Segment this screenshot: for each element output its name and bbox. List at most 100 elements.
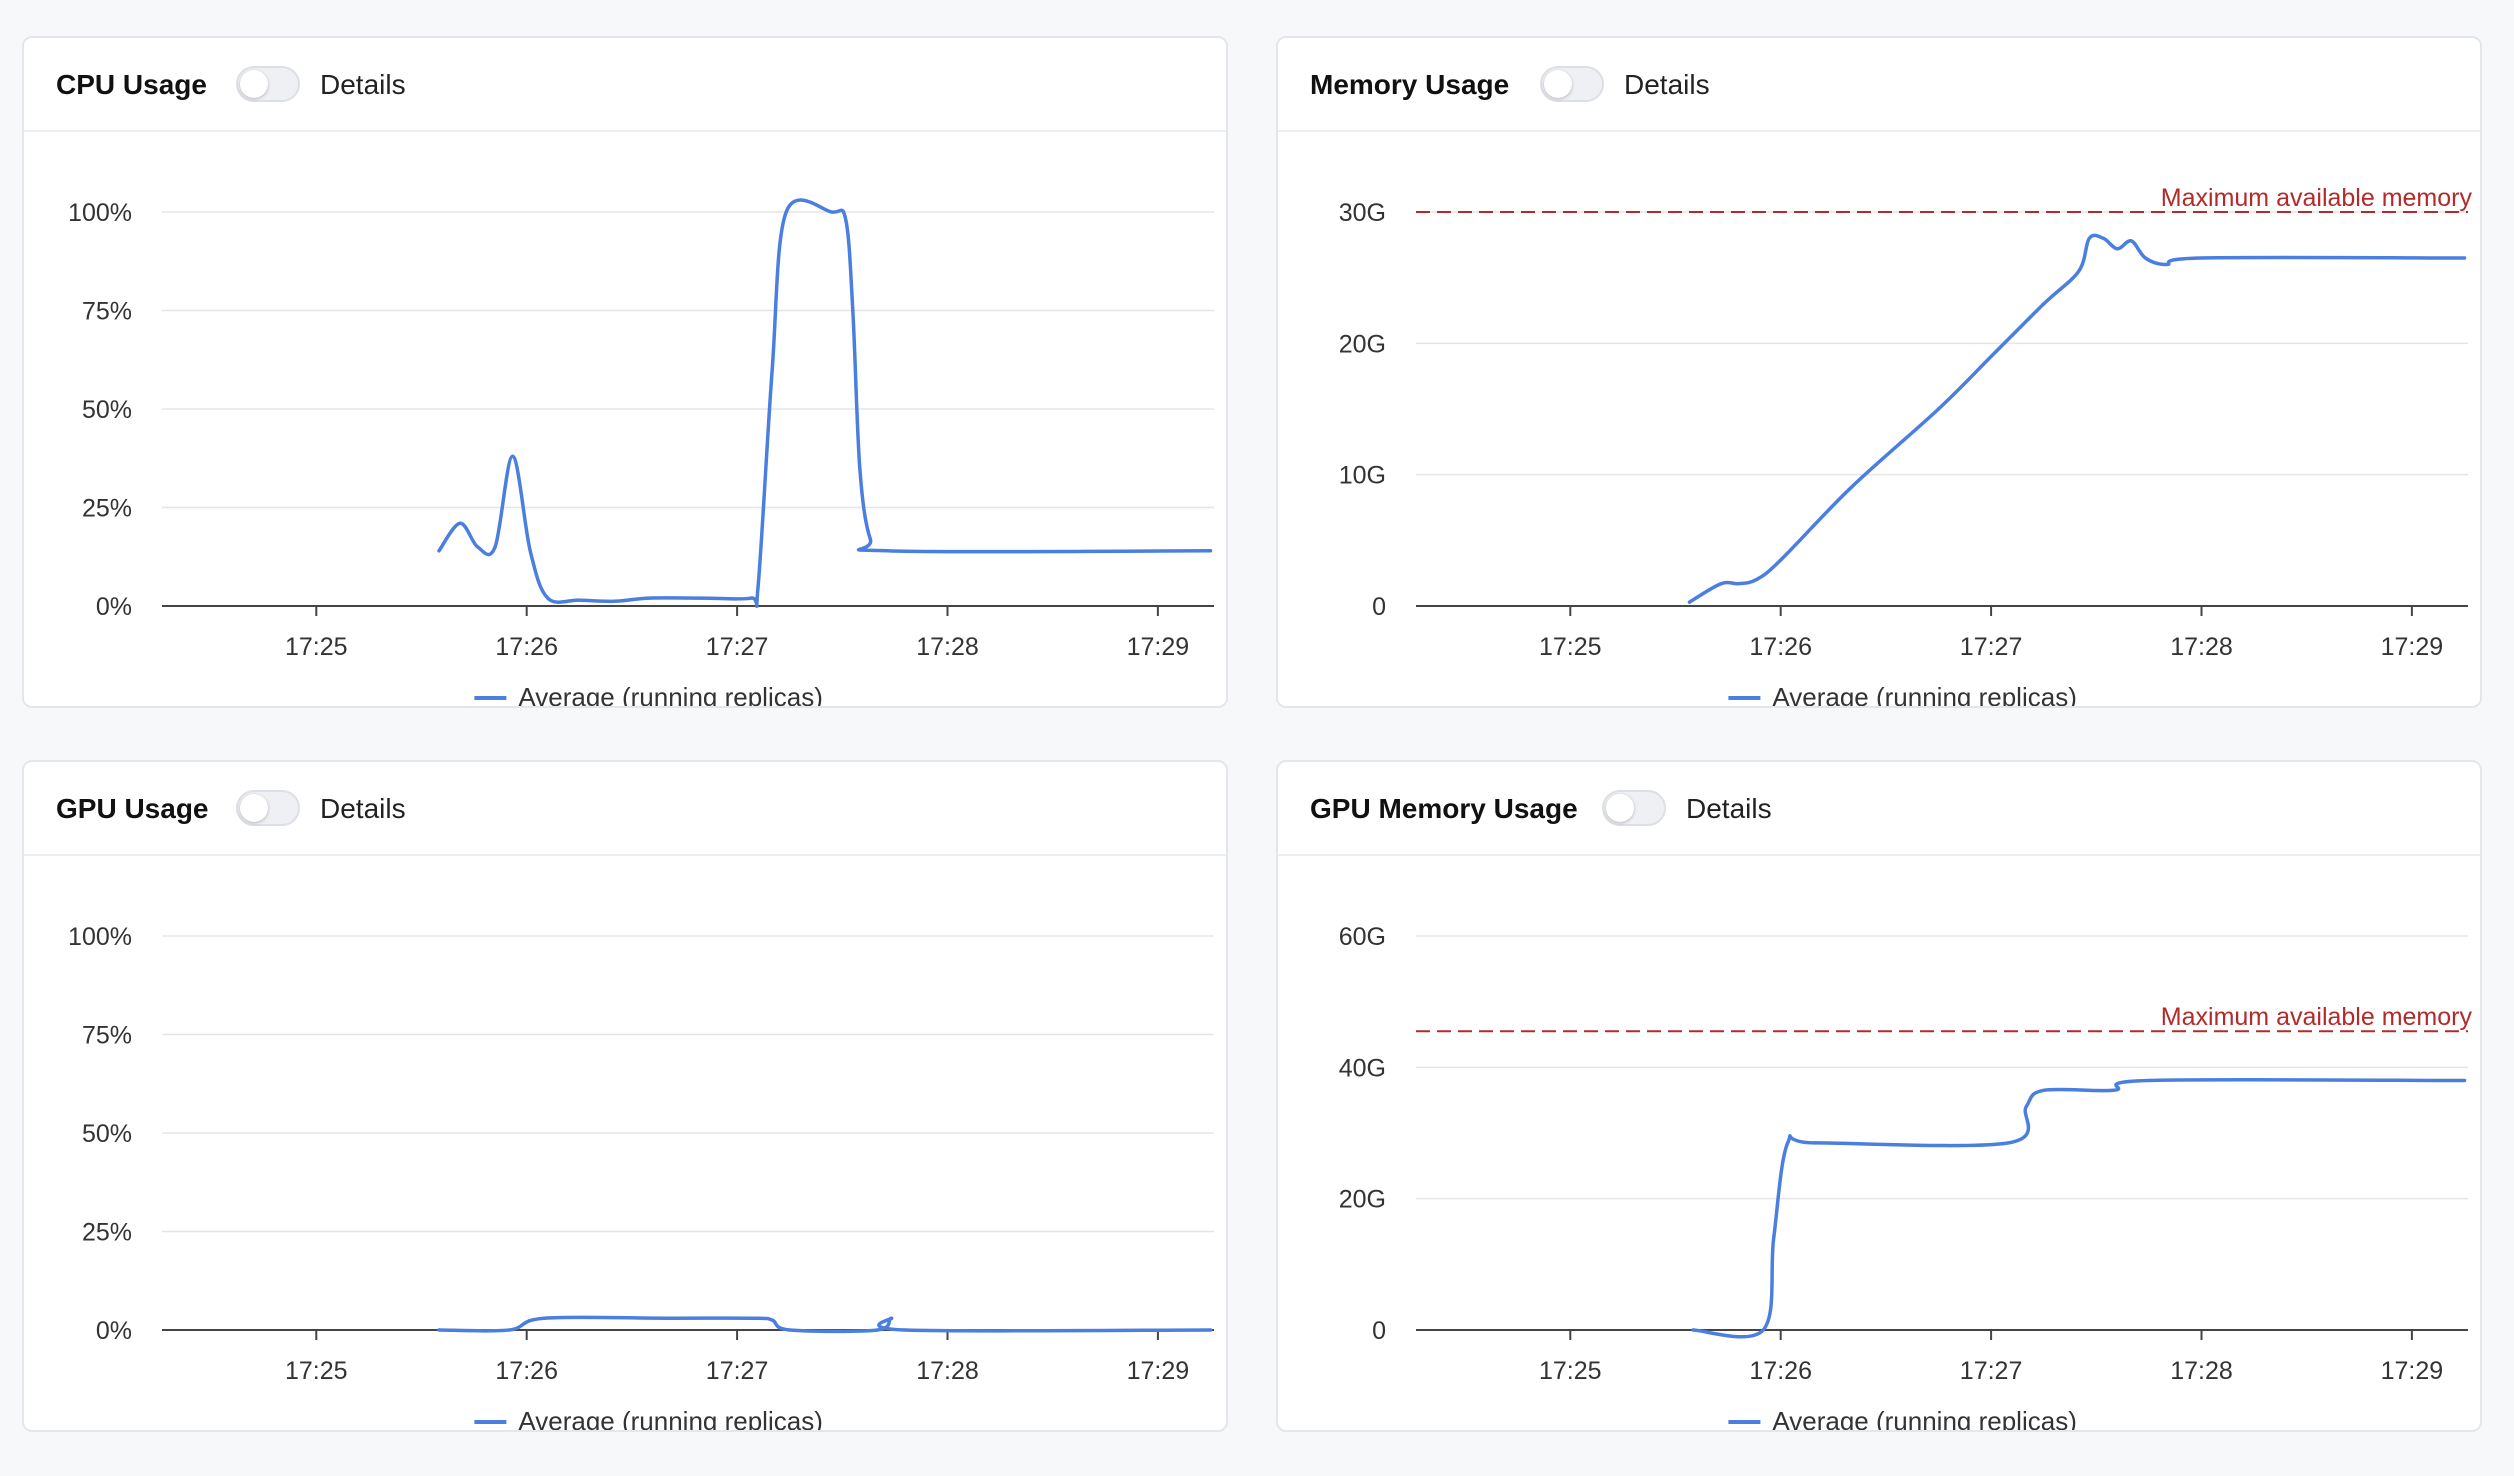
data-point [770,1318,774,1322]
data-point [1691,1328,1695,1332]
data-point [868,537,872,541]
data-point [858,466,862,470]
data-point [437,549,441,553]
x-tick-label: 17:26 [1749,1357,1812,1385]
panel-header: CPU Usage Details [24,38,1226,132]
y-tick-label: 60G [1339,923,1386,951]
max-memory-label: Maximum available memory [2161,184,2473,212]
data-point [437,1328,441,1332]
y-tick-label: 50% [82,1120,132,1148]
x-tick-label: 17:27 [706,1357,769,1385]
series-line [1687,233,2467,604]
panel-title: GPU Memory Usage [1310,793,1578,824]
legend-label: Average (running replicas) [1772,682,2076,706]
x-tick-label: 17:27 [706,633,769,661]
y-tick-label: 25% [82,1219,132,1247]
data-point [2164,262,2168,267]
data-point [1761,1328,1765,1332]
x-tick-label: 17:26 [1749,633,1812,661]
memory-usage-panel: Memory Usage Details 0 10G 20G 30G 17:25 17:2… [1276,36,2482,708]
data-point [1936,407,1941,411]
x-tick-label: 17:25 [285,1357,348,1385]
x-tick-label: 17:28 [916,633,979,661]
x-tick-label: 17:25 [1539,633,1602,661]
data-point [476,545,480,549]
x-tick-label: 17:26 [495,633,558,661]
data-point [2129,239,2133,243]
toggle-knob [240,794,268,822]
data-point [2101,236,2105,240]
data-point [749,596,753,600]
data-point [507,1328,511,1332]
data-point [1737,582,1741,586]
details-toggle[interactable] [1602,790,1666,826]
x-tick-label: 17:29 [1127,633,1190,661]
data-point [2462,256,2467,260]
data-point [511,454,515,458]
data-point [2042,1088,2046,1092]
data-point [1208,1328,1213,1332]
x-tick-label: 17:26 [495,1357,558,1385]
y-tick-label: 20G [1339,1186,1386,1214]
data-point [542,1316,546,1320]
data-point [2042,302,2046,306]
panel-title: CPU Usage [56,69,207,100]
y-tick-label: 0 [1372,593,1386,621]
x-tick-label: 17:29 [2381,1357,2444,1385]
y-tick-label: 75% [82,1022,132,1050]
data-point [844,218,848,222]
data-point [1772,1236,1776,1240]
memory-usage-chart: 0 10G 20G 30G 17:25 17:26 17:27 17:28 17:29 Maxim… [1339,184,2473,706]
data-point [2007,1141,2011,1145]
data-point [830,210,834,214]
data-point [886,549,890,553]
y-tick-label: 20G [1339,330,1386,358]
y-tick-label: 25% [82,495,132,523]
y-tick-label: 75% [82,298,132,326]
x-tick-label: 17:25 [1539,1357,1602,1385]
details-toggle[interactable] [1540,66,1604,102]
x-tick-label: 17:28 [2170,633,2233,661]
gpu-memory-usage-chart: 0 20G 40G 60G 17:25 17:26 17:27 17:28 17:29 Maxim… [1339,923,2473,1430]
details-toggle[interactable] [236,790,300,826]
details-toggle-label: Details [1624,69,1710,100]
y-tick-label: 10G [1339,462,1386,490]
data-point [2077,269,2081,273]
details-toggle[interactable] [236,66,300,102]
toggle-knob [1544,70,1572,98]
x-tick-label: 17:29 [1127,1357,1190,1385]
data-point [1754,578,1758,582]
toggle-knob [240,70,268,98]
y-tick-label: 30G [1339,199,1386,227]
data-point [665,1316,669,1320]
data-point [903,1328,908,1332]
details-toggle-label: Details [320,69,406,100]
x-tick-label: 17:28 [916,1357,979,1385]
data-point [1989,354,1993,359]
data-point [700,596,704,600]
toggle-knob [1606,794,1634,822]
data-point [2087,236,2091,240]
data-point [1208,549,1213,553]
data-point [1814,1141,1818,1145]
y-tick-label: 0 [1372,1317,1386,1345]
series-line [1691,1077,2467,1339]
cpu-usage-panel: CPU Usage Details 0% 25% 50% 75% 100% 17:25 17… [22,36,1228,708]
panel-header: Memory Usage Details [1278,38,2480,132]
data-point [493,545,497,549]
data-point [753,1316,757,1320]
data-point [875,1328,880,1332]
legend-label: Average (running replicas) [518,682,822,706]
cpu-usage-chart: 0% 25% 50% 75% 100% 17:25 17:26 17:27 17:28 17:29… [68,198,1214,706]
data-point [577,598,581,602]
data-point [1779,558,1783,562]
max-memory-label: Maximum available memory [2161,1003,2473,1031]
x-tick-label: 17:25 [285,633,348,661]
panel-title: GPU Usage [56,793,209,824]
details-toggle-label: Details [1686,793,1772,824]
data-point [2115,247,2119,251]
data-point [770,368,774,372]
y-tick-label: 100% [68,199,132,227]
gpu-usage-panel: GPU Usage Details 0% 25% 50% 75% 100% 17:25 17… [22,760,1228,1432]
legend-label: Average (running replicas) [1772,1406,2076,1430]
